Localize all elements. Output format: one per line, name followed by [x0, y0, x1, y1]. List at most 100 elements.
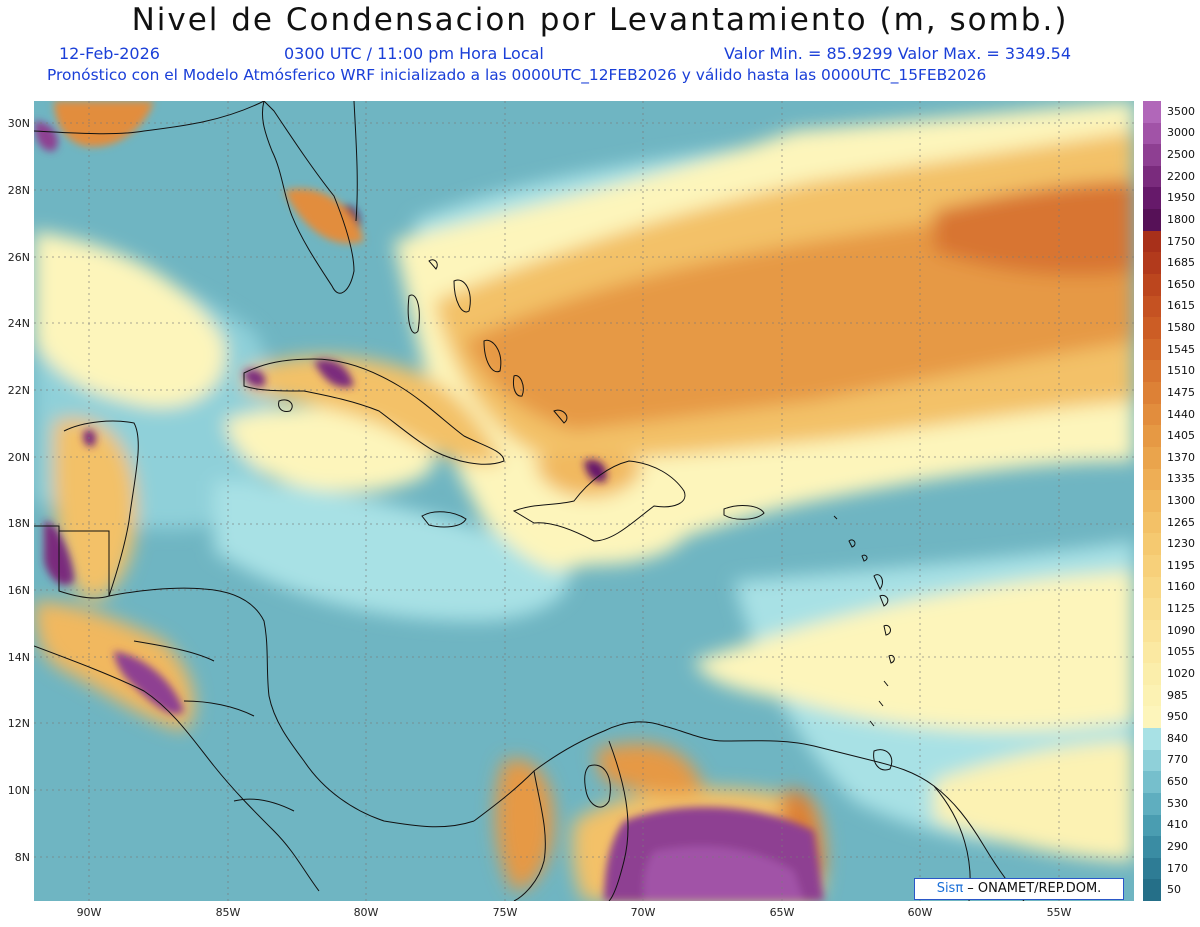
credit-box: Sisπ – ONAMET/REP.DOM.	[914, 878, 1124, 900]
min-max-values: Valor Min. = 85.9299 Valor Max. = 3349.5…	[724, 44, 1072, 63]
lon-tick: 90W	[76, 906, 102, 919]
lat-tick: 8N	[14, 851, 30, 864]
lat-tick: 16N	[7, 584, 30, 597]
colorbar-label: 1510	[1167, 364, 1195, 378]
colorbar-label: 1750	[1167, 234, 1195, 248]
colorbar-swatch	[1143, 252, 1161, 275]
lat-tick: 12N	[7, 717, 30, 730]
lat-tick: 14N	[7, 651, 30, 664]
colorbar-label: 650	[1167, 775, 1188, 789]
colorbar-label: 1800	[1167, 212, 1195, 226]
colorbar-label: 1650	[1167, 277, 1195, 291]
colorbar-swatch	[1143, 728, 1161, 751]
colorbar-label: 1580	[1167, 321, 1195, 335]
colorbar-label: 1405	[1167, 429, 1195, 443]
colorbar-swatch	[1143, 317, 1161, 340]
credit-logo: Sisπ	[936, 881, 964, 896]
colorbar-label: 1685	[1167, 256, 1195, 270]
lat-tick: 24N	[7, 317, 30, 330]
colorbar-swatch	[1143, 619, 1161, 643]
colorbar-label: 1090	[1167, 623, 1195, 637]
colorbar-label: 3500	[1167, 104, 1195, 118]
lat-tick: 10N	[7, 784, 30, 797]
lon-tick: 75W	[492, 906, 518, 919]
colorbar-swatch	[1143, 663, 1161, 686]
map-title: Nivel de Condensacion por Levantamiento …	[131, 2, 1069, 38]
colorbar-swatch	[1143, 144, 1161, 167]
colorbar-label: 1335	[1167, 472, 1195, 486]
lon-tick: 85W	[215, 906, 241, 919]
colorbar-label: 410	[1167, 818, 1188, 832]
colorbar-swatch	[1143, 598, 1161, 621]
colorbar-swatch	[1143, 122, 1161, 145]
colorbar-swatch	[1143, 857, 1161, 880]
colorbar-swatch	[1143, 814, 1161, 837]
colorbar-label: 1195	[1167, 558, 1195, 572]
colorbar-label: 985	[1167, 688, 1188, 702]
credit-text: – ONAMET/REP.DOM.	[963, 881, 1102, 896]
colorbar-swatch	[1143, 209, 1161, 232]
lon-tick: 70W	[630, 906, 656, 919]
colorbar-label: 1265	[1167, 515, 1195, 529]
colorbar-swatch	[1143, 706, 1161, 729]
colorbar-swatch	[1143, 165, 1161, 188]
colorbar-swatch	[1143, 187, 1161, 210]
colorbar-swatch	[1143, 295, 1161, 318]
colorbar-swatch	[1143, 273, 1161, 297]
valid-time: 0300 UTC / 11:00 pm Hora Local	[284, 44, 544, 63]
colorbar-swatch	[1143, 446, 1161, 470]
colorbar-swatch	[1143, 101, 1161, 124]
colorbar-swatch	[1143, 771, 1161, 794]
colorbar-label: 3000	[1167, 126, 1195, 140]
colorbar-swatch	[1143, 749, 1161, 772]
colorbar-swatch	[1143, 879, 1161, 902]
colorbar-swatch	[1143, 511, 1161, 534]
colorbar-swatch	[1143, 533, 1161, 556]
lat-tick: 26N	[7, 251, 30, 264]
colorbar-label: 1125	[1167, 602, 1195, 616]
colorbar-label: 1615	[1167, 299, 1195, 313]
colorbar-label: 1055	[1167, 645, 1195, 659]
lon-tick: 65W	[769, 906, 795, 919]
colorbar-label: 770	[1167, 753, 1188, 767]
colorbar-swatch	[1143, 403, 1161, 426]
colorbar-label: 170	[1167, 861, 1188, 875]
colorbar-swatch	[1143, 641, 1161, 664]
colorbar	[1143, 101, 1161, 902]
lat-tick: 18N	[7, 517, 30, 530]
colorbar-swatch	[1143, 792, 1161, 815]
colorbar-swatch	[1143, 836, 1161, 859]
colorbar-swatch	[1143, 230, 1161, 253]
colorbar-label: 1020	[1167, 666, 1195, 680]
lcl-map	[34, 101, 1134, 901]
colorbar-label: 1950	[1167, 191, 1195, 205]
colorbar-label: 1230	[1167, 537, 1195, 551]
colorbar-swatch	[1143, 425, 1161, 448]
colorbar-label: 1440	[1167, 407, 1195, 421]
colorbar-label: 1300	[1167, 494, 1195, 507]
colorbar-label: 290	[1167, 839, 1188, 853]
colorbar-label: 530	[1167, 796, 1188, 810]
lat-tick: 22N	[7, 384, 30, 397]
colorbar-swatch	[1143, 468, 1161, 491]
colorbar-swatch	[1143, 684, 1161, 707]
lon-tick: 80W	[353, 906, 379, 919]
colorbar-label: 1475	[1167, 385, 1195, 399]
colorbar-label: 1160	[1167, 580, 1195, 594]
colorbar-swatch	[1143, 382, 1161, 405]
colorbar-label: 50	[1167, 883, 1181, 897]
lon-tick: 55W	[1046, 906, 1072, 919]
colorbar-swatch	[1143, 490, 1161, 513]
lat-tick: 28N	[7, 184, 30, 197]
lon-tick: 60W	[907, 906, 933, 919]
colorbar-swatch	[1143, 360, 1161, 383]
forecast-info: Pronóstico con el Modelo Atmósferico WRF…	[47, 66, 987, 84]
colorbar-label: 2500	[1167, 148, 1195, 162]
colorbar-swatch	[1143, 576, 1161, 599]
colorbar-swatch	[1143, 555, 1161, 578]
colorbar-label: 840	[1167, 731, 1188, 745]
valid-date: 12-Feb-2026	[59, 44, 160, 63]
lat-tick: 30N	[7, 117, 30, 130]
colorbar-label: 2200	[1167, 169, 1195, 183]
colorbar-label: 950	[1167, 710, 1188, 724]
